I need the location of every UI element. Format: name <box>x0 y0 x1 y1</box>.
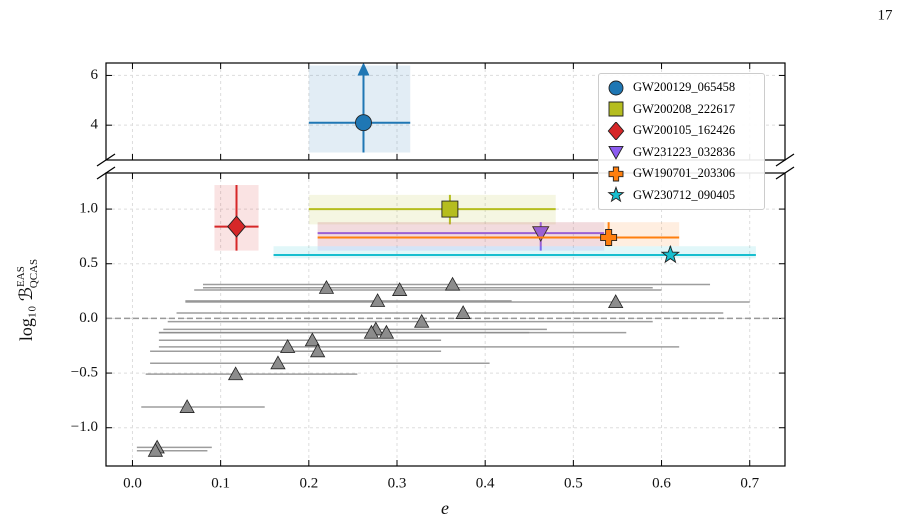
legend-label: GW231223_032836 <box>633 144 736 159</box>
marker <box>378 324 395 339</box>
uncertainty-region <box>308 65 411 153</box>
legend-marker-shape <box>608 80 624 96</box>
legend-marker-shape <box>607 121 625 140</box>
x-tick-label: 0.7 <box>740 475 759 491</box>
marker <box>179 399 195 413</box>
marker <box>369 293 386 307</box>
legend-marker-shape <box>607 186 625 203</box>
legend-entry: GW200129_065458 <box>599 77 764 99</box>
legend-marker <box>607 121 625 140</box>
marker <box>600 229 618 246</box>
marker <box>227 215 246 238</box>
marker <box>441 200 459 218</box>
marker <box>444 276 461 291</box>
marker <box>318 279 335 294</box>
legend-entry: GW200208_222617 <box>599 99 764 121</box>
uncertainty-region <box>273 246 756 259</box>
x-axis-label: e <box>441 498 449 518</box>
y-tick-label: −1.0 <box>71 419 98 435</box>
legend-label: GW230712_090405 <box>633 187 736 202</box>
axes-frame <box>105 172 786 467</box>
marker <box>608 294 624 309</box>
marker <box>227 366 244 381</box>
y-axis-label-sup: EAS <box>15 266 27 287</box>
marker <box>391 282 408 296</box>
x-tick-label: 0.3 <box>388 475 407 491</box>
axis-break <box>96 166 116 180</box>
x-tick-label: 0.4 <box>476 475 495 491</box>
legend-marker <box>608 146 624 161</box>
marker <box>531 226 550 243</box>
uncertainty-region <box>317 222 605 251</box>
legend-marker-shape <box>608 146 624 161</box>
marker <box>309 343 326 358</box>
y-tick-label: 0.0 <box>79 310 98 326</box>
marker <box>304 332 321 347</box>
legend-entry: GW200105_162426 <box>599 120 764 142</box>
y-tick-label: 1.0 <box>79 201 98 217</box>
marker <box>355 114 372 132</box>
legend-marker <box>608 166 624 182</box>
x-tick-label: 0.6 <box>652 475 671 491</box>
axes-frame <box>105 62 786 161</box>
legend-marker-shape <box>608 166 624 182</box>
x-tick-label: 0.5 <box>564 475 583 491</box>
legend-label: GW200129_065458 <box>633 80 736 95</box>
uncertainty-region <box>317 222 680 247</box>
axis-break <box>775 166 795 180</box>
marker <box>279 339 296 353</box>
legend: GW200129_065458 GW200208_222617 GW200105_1… <box>598 73 765 210</box>
legend-label: GW200208_222617 <box>633 101 736 116</box>
x-tick-label: 0.1 <box>211 475 230 491</box>
y-tick-label: −0.5 <box>71 365 98 381</box>
marker <box>414 313 430 328</box>
marker <box>270 355 286 370</box>
x-tick-label: 0.0 <box>123 475 142 491</box>
legend-label: GW190701_203306 <box>633 166 736 181</box>
marker <box>660 244 680 264</box>
legend-entry: GW190701_203306 <box>599 163 764 185</box>
y-axis-label: log₁₀ ℬEASQCAS <box>15 259 40 341</box>
axis-break <box>96 153 116 167</box>
marker <box>147 442 164 457</box>
y-tick-label: 0.5 <box>79 255 98 271</box>
marker <box>455 305 471 319</box>
y-tick-label: 4 <box>91 117 99 133</box>
axis-break <box>775 153 795 167</box>
y-axis-label-main: log₁₀ ℬ <box>16 287 36 341</box>
legend-entry: GW231223_032836 <box>599 142 764 164</box>
lower-limit-arrow <box>357 62 370 76</box>
page-number: 17 <box>878 7 894 23</box>
legend-label: GW200105_162426 <box>633 123 736 138</box>
marker <box>363 324 380 339</box>
legend-marker <box>607 186 625 203</box>
x-tick-label: 0.2 <box>299 475 318 491</box>
y-tick-label: 6 <box>91 67 99 83</box>
legend-entry: GW230712_090405 <box>599 185 764 207</box>
legend-marker <box>608 80 624 96</box>
y-axis-label-sub: QCAS <box>28 259 40 288</box>
legend-marker-shape <box>608 101 624 117</box>
legend-marker <box>608 101 624 117</box>
